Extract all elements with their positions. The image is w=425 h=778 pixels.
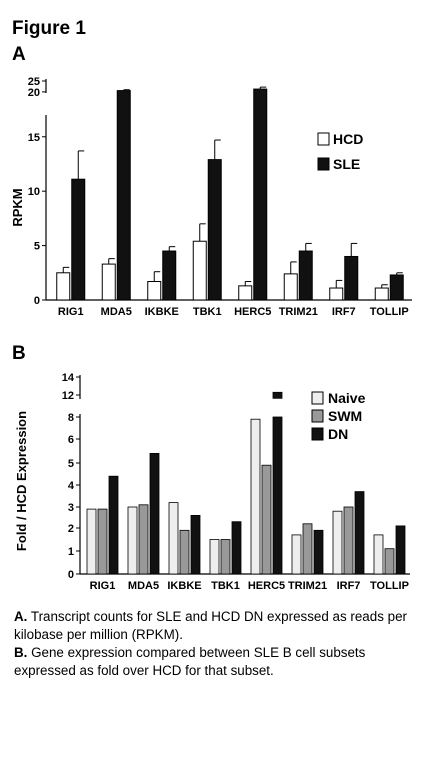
y-tick-label: 3 [68, 502, 74, 514]
bar-sle [207, 159, 222, 301]
legend-label-dn: DN [328, 426, 348, 442]
panel-a-label: A [12, 44, 26, 65]
bar-dn [149, 453, 160, 575]
y-tick-label: 0 [34, 295, 40, 307]
bar-swm [302, 523, 313, 575]
y-tick-label: 0 [68, 569, 74, 581]
legend-label-naive: Naive [328, 390, 366, 406]
bar-naive [250, 418, 261, 575]
bar-naive [86, 508, 97, 575]
bar-naive [373, 534, 384, 575]
bar-dn [395, 525, 406, 575]
bar-hcd [192, 240, 207, 301]
bar-hcd [238, 285, 253, 301]
caption-a-key: A. [14, 609, 28, 624]
panel-b-label: B [12, 343, 26, 364]
x-tick-label: IKBKE [167, 580, 201, 592]
y-tick-label: 5 [34, 241, 40, 253]
bar-swm [261, 464, 272, 575]
legend-label-sle: SLE [333, 156, 360, 172]
bar-swm [97, 508, 108, 575]
y-tick-label: 12 [62, 390, 74, 402]
legend-swatch-naive [311, 391, 324, 405]
bar-sle [253, 88, 268, 301]
caption-b-key: B. [14, 645, 28, 660]
y-tick-label: 15 [28, 132, 40, 144]
caption-b: B. Gene expression compared between SLE … [14, 644, 414, 680]
legend-swatch-hcd [317, 132, 330, 146]
x-tick-label: HERC5 [248, 580, 285, 592]
x-tick-label: IRF7 [337, 580, 361, 592]
x-tick-label: TRIM21 [279, 306, 318, 315]
bar-swm [384, 548, 395, 575]
bar-sle [162, 250, 177, 301]
bar-swm [343, 506, 354, 575]
x-tick-label: RIG1 [90, 580, 116, 592]
legend-swatch-dn [311, 427, 324, 441]
bar-hcd [56, 272, 71, 301]
x-tick-label: IRF7 [332, 306, 356, 315]
bar-naive [209, 539, 220, 575]
bar-sle [71, 178, 86, 301]
bar-swm [138, 504, 149, 575]
bar-sle [298, 250, 313, 301]
bar-dn [231, 521, 242, 575]
bar-hcd [374, 287, 389, 301]
bar-hcd [147, 281, 162, 301]
bar-dn [313, 529, 324, 575]
bar-swm [220, 539, 231, 575]
y-tick-label: 25 [28, 76, 40, 88]
y-tick-label: 8 [68, 412, 74, 424]
y-tick-label: 14 [62, 372, 75, 384]
y-tick-label: 2 [68, 523, 74, 535]
y-axis-title: Fold / HCD Expression [14, 411, 29, 551]
bar-dn-upper [272, 391, 283, 399]
bar-dn [272, 416, 283, 575]
bar-naive [291, 534, 302, 575]
x-tick-label: TOLLIP [370, 306, 409, 315]
y-tick-label: 5 [68, 458, 74, 470]
bar-sle [389, 274, 404, 301]
y-tick-label: 6 [68, 434, 74, 446]
y-tick-label: 4 [68, 480, 75, 492]
bar-naive [332, 510, 343, 575]
y-tick-label: 1 [68, 546, 74, 558]
x-tick-label: TBK1 [193, 306, 222, 315]
legend-label-hcd: HCD [333, 131, 363, 147]
bar-sle [344, 255, 359, 301]
x-tick-label: MDA5 [101, 306, 132, 315]
x-tick-label: HERC5 [234, 306, 271, 315]
bar-sle [116, 90, 131, 301]
caption-a-text: Transcript counts for SLE and HCD DN exp… [14, 609, 407, 642]
y-axis-title: RPKM [10, 188, 25, 226]
caption-b-text: Gene expression compared between SLE B c… [14, 645, 366, 678]
bar-naive [168, 502, 179, 575]
bar-dn [190, 514, 201, 575]
y-tick-label: 20 [28, 87, 40, 99]
x-tick-label: TRIM21 [288, 580, 327, 592]
x-tick-label: RIG1 [58, 306, 84, 315]
legend-swatch-swm [311, 409, 324, 423]
y-tick-label: 10 [28, 186, 40, 198]
legend-swatch-sle [317, 157, 330, 171]
x-tick-label: MDA5 [128, 580, 159, 592]
figure-caption: A. Transcript counts for SLE and HCD DN … [14, 608, 414, 680]
bar-dn [108, 475, 119, 575]
bar-swm [179, 529, 190, 575]
bar-hcd [101, 263, 116, 301]
bar-dn [354, 491, 365, 575]
caption-a: A. Transcript counts for SLE and HCD DN … [14, 608, 414, 644]
x-tick-label: TOLLIP [370, 580, 409, 592]
bar-hcd [329, 287, 344, 301]
bar-naive [127, 506, 138, 575]
legend-label-swm: SWM [328, 408, 362, 424]
x-tick-label: IKBKE [145, 306, 179, 315]
x-tick-label: TBK1 [211, 580, 240, 592]
figure-title: Figure 1 [12, 18, 86, 39]
bar-hcd [283, 273, 298, 301]
